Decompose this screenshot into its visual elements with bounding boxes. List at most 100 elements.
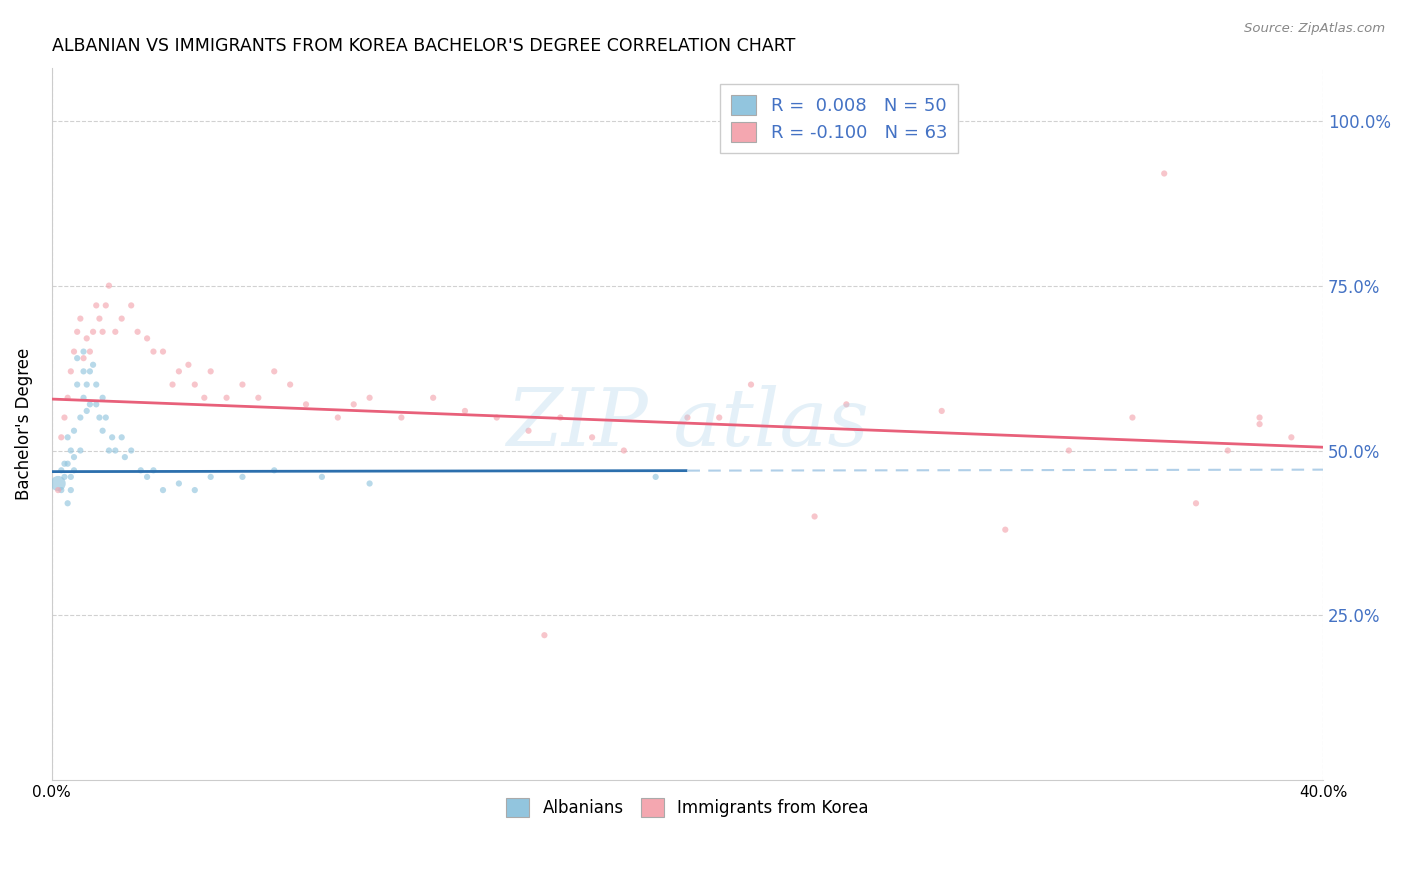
Point [167, 476, 190, 491]
Point [184, 483, 207, 497]
Point [129, 463, 152, 477]
Point [485, 410, 508, 425]
Point [835, 397, 858, 411]
Point [142, 344, 165, 359]
Point [84, 397, 107, 411]
Point [66, 377, 89, 392]
Point [422, 391, 444, 405]
Point [76, 377, 98, 392]
Point [247, 391, 270, 405]
Point [1216, 443, 1239, 458]
Point [278, 377, 301, 392]
Point [104, 443, 127, 458]
Point [66, 351, 89, 366]
Point [59, 470, 82, 484]
Point [51, 483, 73, 497]
Point [53, 457, 76, 471]
Point [709, 410, 731, 425]
Point [69, 443, 91, 458]
Point [581, 430, 603, 444]
Point [76, 404, 98, 418]
Point [215, 391, 238, 405]
Point [231, 377, 253, 392]
Point [63, 463, 86, 477]
Point [79, 344, 101, 359]
Point [152, 344, 174, 359]
Point [803, 509, 825, 524]
Point [295, 397, 318, 411]
Point [72, 344, 94, 359]
Point [84, 377, 107, 392]
Y-axis label: Bachelor's Degree: Bachelor's Degree [15, 348, 32, 500]
Point [994, 523, 1017, 537]
Point [231, 470, 253, 484]
Point [644, 470, 666, 484]
Point [931, 404, 953, 418]
Point [89, 410, 111, 425]
Point [114, 450, 136, 464]
Point [389, 410, 412, 425]
Point [142, 463, 165, 477]
Point [51, 463, 73, 477]
Point [63, 424, 86, 438]
Point [97, 278, 120, 293]
Point [46, 476, 69, 491]
Point [72, 391, 94, 405]
Point [550, 410, 572, 425]
Point [311, 470, 333, 484]
Point [200, 364, 222, 378]
Point [162, 377, 184, 392]
Point [200, 470, 222, 484]
Point [91, 391, 114, 405]
Point [1153, 167, 1175, 181]
Point [97, 443, 120, 458]
Point [1279, 430, 1302, 444]
Point [91, 325, 114, 339]
Point [676, 410, 699, 425]
Point [359, 391, 381, 405]
Point [152, 483, 174, 497]
Point [51, 430, 73, 444]
Point [63, 450, 86, 464]
Point [59, 483, 82, 497]
Point [1249, 410, 1271, 425]
Text: ALBANIAN VS IMMIGRANTS FROM KOREA BACHELOR'S DEGREE CORRELATION CHART: ALBANIAN VS IMMIGRANTS FROM KOREA BACHEL… [52, 37, 796, 55]
Point [76, 331, 98, 345]
Point [84, 298, 107, 312]
Point [53, 410, 76, 425]
Point [72, 364, 94, 378]
Point [104, 325, 127, 339]
Point [613, 443, 636, 458]
Point [46, 483, 69, 497]
Point [79, 364, 101, 378]
Point [533, 628, 555, 642]
Text: ZIP atlas: ZIP atlas [506, 385, 869, 463]
Point [63, 344, 86, 359]
Point [127, 325, 149, 339]
Point [101, 430, 124, 444]
Point [94, 410, 117, 425]
Point [263, 364, 285, 378]
Point [343, 397, 366, 411]
Point [111, 430, 134, 444]
Point [359, 476, 381, 491]
Point [1249, 417, 1271, 431]
Point [454, 404, 477, 418]
Point [82, 358, 104, 372]
Point [72, 351, 94, 366]
Point [59, 443, 82, 458]
Point [56, 457, 79, 471]
Point [120, 298, 142, 312]
Point [177, 358, 200, 372]
Point [59, 364, 82, 378]
Point [1057, 443, 1080, 458]
Point [740, 377, 762, 392]
Point [136, 470, 159, 484]
Point [263, 463, 285, 477]
Point [120, 443, 142, 458]
Point [1185, 496, 1208, 510]
Point [69, 410, 91, 425]
Text: Source: ZipAtlas.com: Source: ZipAtlas.com [1244, 22, 1385, 36]
Point [79, 397, 101, 411]
Point [69, 311, 91, 326]
